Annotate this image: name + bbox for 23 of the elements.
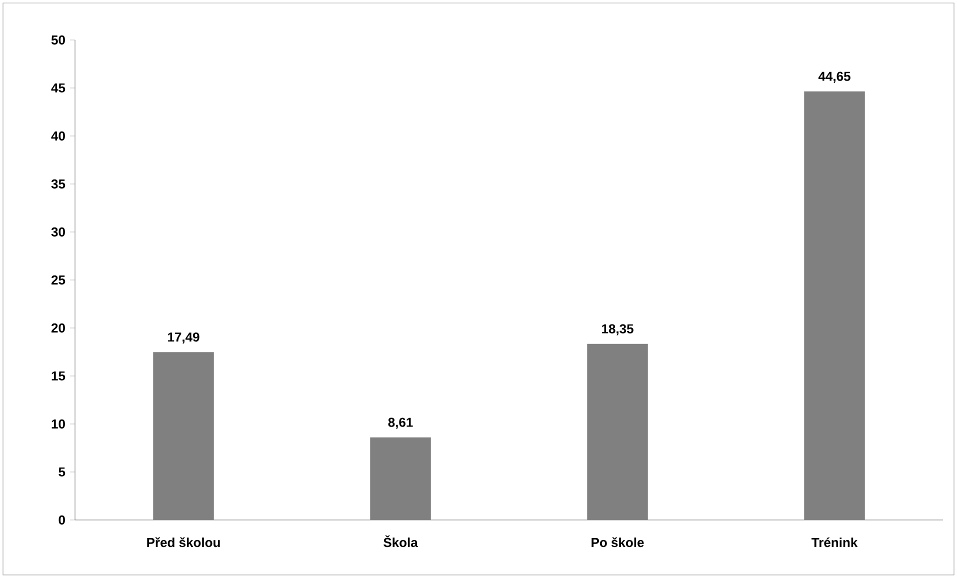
y-tick-label: 15 [52, 371, 66, 381]
bar [153, 352, 214, 520]
x-tick-label: Před školou [147, 537, 220, 548]
y-tick-label: 10 [52, 419, 65, 429]
data-label: 17,49 [168, 332, 200, 344]
bar [587, 344, 648, 520]
y-tick-label: 0 [58, 515, 65, 525]
bar [804, 91, 865, 520]
data-label: 18,35 [602, 324, 634, 336]
y-tick-label: 25 [51, 275, 66, 285]
data-label: 8,61 [388, 418, 413, 429]
y-tick-label: 30 [51, 227, 65, 237]
x-tick-label: Trénink [812, 537, 858, 548]
y-tick-label: 50 [51, 35, 65, 45]
x-tick-label: Po škole [592, 537, 644, 548]
x-tick-label: Škola [384, 535, 418, 548]
y-tick-label: 35 [51, 179, 66, 189]
y-tick-label: 20 [51, 323, 65, 333]
y-tick-label: 5 [58, 467, 66, 477]
bar [370, 437, 431, 520]
y-tick-label: 40 [51, 131, 65, 141]
data-label: 44,65 [818, 72, 850, 83]
y-tick-label: 45 [51, 83, 66, 93]
